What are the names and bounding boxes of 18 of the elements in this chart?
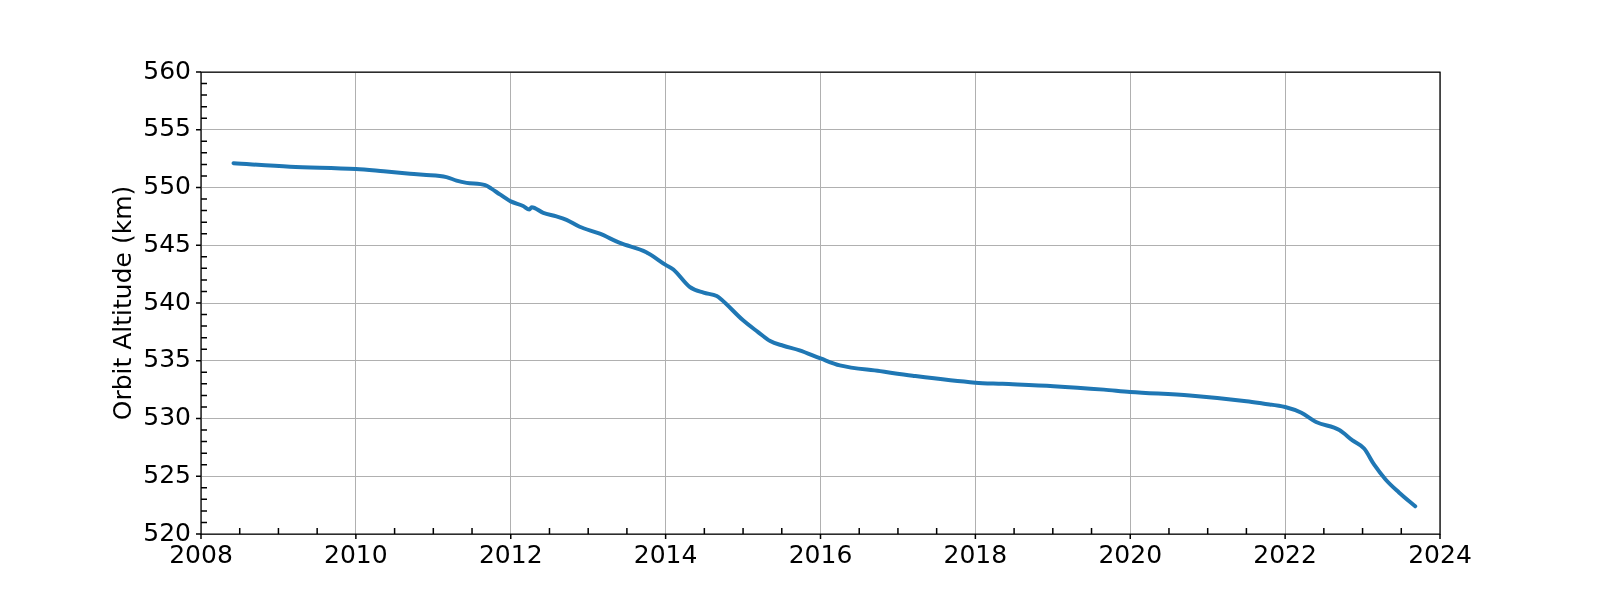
y-axis-title: Orbit Altitude (km) bbox=[107, 185, 137, 421]
y-tick-label: 525 bbox=[143, 459, 191, 489]
x-tick-label: 2010 bbox=[324, 539, 388, 569]
y-tick-label: 550 bbox=[143, 171, 191, 200]
y-tick-label: 545 bbox=[143, 228, 191, 258]
y-tick-label: 530 bbox=[143, 402, 191, 431]
x-tick-label: 2022 bbox=[1253, 539, 1317, 569]
y-tick-label: 555 bbox=[143, 113, 191, 143]
x-tick-label: 2018 bbox=[943, 539, 1008, 569]
x-tick-label: 2012 bbox=[478, 539, 543, 569]
x-tick-label: 2024 bbox=[1408, 539, 1472, 569]
y-tick-label: 535 bbox=[143, 344, 191, 374]
y-tick-label: 540 bbox=[143, 286, 191, 316]
line-series bbox=[231, 161, 1418, 509]
x-tick-label: 2020 bbox=[1098, 539, 1163, 569]
y-tick-label: 560 bbox=[143, 55, 191, 85]
x-tick-label: 2014 bbox=[633, 539, 698, 569]
x-tick-label: 2016 bbox=[788, 539, 853, 569]
